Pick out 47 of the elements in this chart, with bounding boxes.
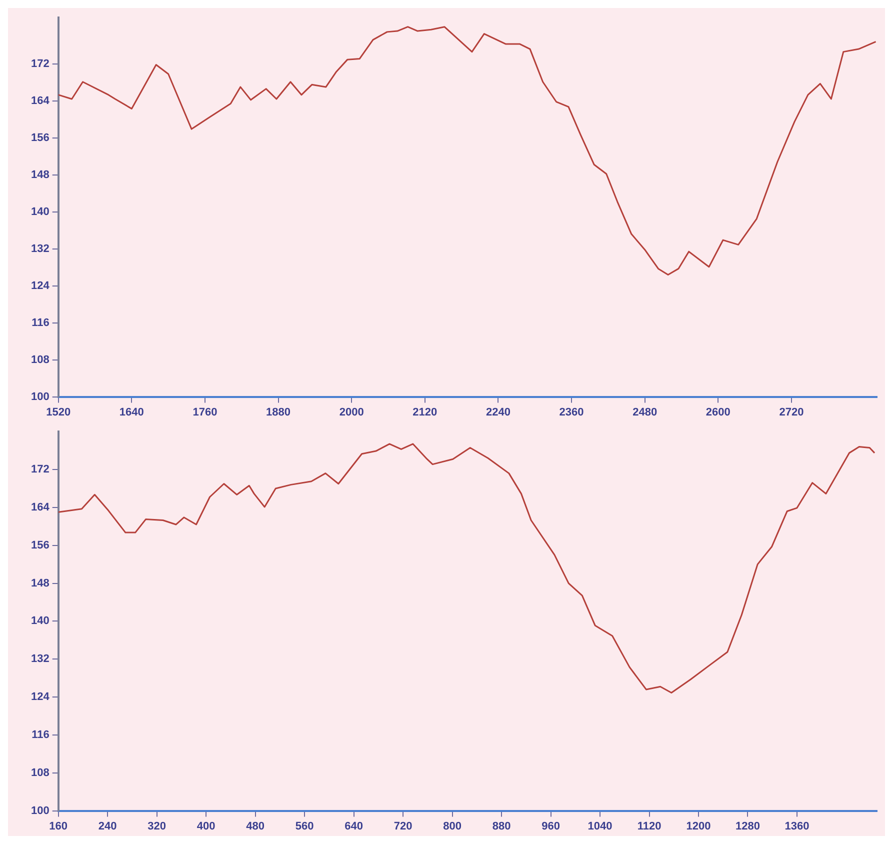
y-tick-label: 116 bbox=[32, 316, 50, 329]
y-tick-label: 140 bbox=[30, 206, 50, 218]
y-tick-label: 124 bbox=[30, 280, 50, 292]
x-tick-label: 1120 bbox=[637, 820, 662, 832]
x-tick-label: 1040 bbox=[588, 820, 612, 832]
x-tick-label: 2000 bbox=[339, 406, 364, 418]
x-tick-label: 2120 bbox=[412, 406, 438, 418]
x-tick-label: 320 bbox=[148, 820, 166, 832]
y-tick-label: 108 bbox=[30, 766, 50, 779]
x-tick-label: 480 bbox=[246, 820, 264, 832]
y-tick-label: 164 bbox=[30, 501, 50, 514]
y-tick-label: 116 bbox=[32, 728, 50, 741]
x-tick-label: 160 bbox=[49, 820, 68, 832]
x-tick-label: 720 bbox=[394, 820, 412, 832]
x-tick-label: 880 bbox=[492, 820, 511, 832]
y-tick-label: 132 bbox=[30, 653, 50, 666]
y-tick-label: 140 bbox=[30, 615, 50, 628]
y-tick-label: 148 bbox=[30, 168, 50, 181]
x-tick-label: 240 bbox=[98, 820, 117, 832]
y-tick-label: 164 bbox=[30, 94, 50, 107]
x-tick-label: 400 bbox=[196, 820, 216, 832]
x-tick-label: 2600 bbox=[706, 406, 730, 418]
x-tick-label: 1280 bbox=[736, 820, 760, 832]
y-tick-label: 156 bbox=[30, 539, 50, 552]
x-tick-label: 800 bbox=[443, 820, 462, 832]
y-tick-label: 100 bbox=[30, 390, 50, 403]
x-tick-label: 1360 bbox=[784, 820, 810, 832]
y-tick-label: 100 bbox=[30, 804, 50, 817]
x-tick-label: 1200 bbox=[686, 820, 711, 832]
y-tick-label: 132 bbox=[30, 242, 50, 255]
y-tick-label: 124 bbox=[30, 691, 50, 704]
x-tick-label: 960 bbox=[542, 820, 560, 832]
x-tick-label: 2360 bbox=[559, 406, 584, 418]
y-tick-label: 172 bbox=[30, 58, 50, 70]
x-tick-label: 1520 bbox=[46, 406, 71, 418]
y-tick-label: 156 bbox=[30, 132, 50, 144]
x-tick-label: 640 bbox=[344, 820, 363, 832]
y-tick-label: 148 bbox=[30, 577, 50, 590]
x-tick-label: 2720 bbox=[779, 406, 804, 418]
x-tick-label: 2480 bbox=[632, 406, 658, 418]
x-tick-label: 1640 bbox=[119, 406, 144, 418]
y-tick-label: 108 bbox=[30, 354, 50, 366]
y-tick-label: 172 bbox=[30, 464, 50, 476]
x-tick-label: 1760 bbox=[192, 406, 218, 418]
x-tick-label: 560 bbox=[295, 820, 314, 832]
x-tick-label: 2240 bbox=[486, 406, 510, 418]
x-tick-label: 1880 bbox=[266, 406, 291, 418]
